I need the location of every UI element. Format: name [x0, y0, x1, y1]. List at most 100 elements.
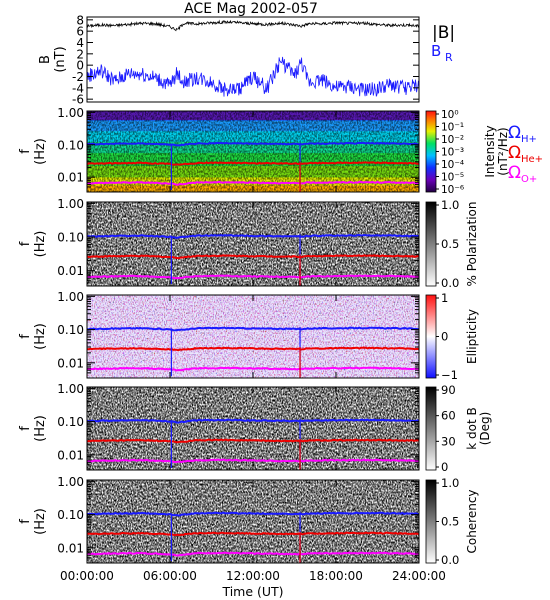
y-tick-label: 0.01: [57, 264, 84, 278]
legend-omega-sub: H+: [521, 134, 537, 145]
colorbar-tick-label: 10⁻²: [441, 134, 464, 146]
colorbar-tick-label: 10⁻⁵: [441, 172, 464, 184]
colorbar-tick-label: 10⁻¹: [441, 122, 464, 134]
y-tick-label: 8: [76, 13, 84, 27]
colorbar-tick-label: 30: [441, 434, 456, 448]
y-tick-label: 0.10: [57, 231, 84, 245]
colorbar-polarization: [425, 201, 437, 287]
y-tick-label: 0.10: [57, 508, 84, 522]
y-tick-label: 1.00: [57, 382, 84, 396]
colorbar-label-polarization: % Polarization: [465, 202, 479, 287]
x-tick-label: 06:00:00: [143, 569, 197, 583]
gyro-line-oplus: [86, 274, 420, 280]
colorbar-tick-label: 0.0: [441, 553, 459, 567]
legend-omega-sub: He+: [521, 154, 543, 165]
colorbar-tick-label: 0: [441, 460, 448, 474]
legend-b-radial: B: [431, 42, 441, 60]
colorbar-tick-label: 1.0: [441, 198, 459, 212]
y-tick-label: 0.10: [57, 415, 84, 429]
gyro-line-hplus: [86, 141, 419, 147]
colorbar-label-coherency: Coherency: [465, 489, 479, 553]
y-tick-label: 1.00: [57, 106, 84, 120]
y-tick-label: 1.00: [57, 475, 84, 489]
colorbar-tick-label: 0.5: [441, 515, 459, 529]
y-tick-label: -2: [72, 70, 84, 84]
gyro-line-heplus: [86, 161, 420, 166]
y-tick-label: 2: [76, 47, 84, 61]
colorbar-tick-label: 10⁰: [441, 109, 459, 121]
y-tick-label: 0.10: [57, 138, 84, 152]
legend-omega-sub: O+: [521, 174, 537, 185]
y-axis-label-polarization: f(Hz): [18, 231, 48, 258]
colorbar-tick-label: 0: [441, 330, 448, 344]
legend-b-total: |B|: [432, 23, 455, 43]
overlay: Ω H+Ω He+Ω O+00:00:00 06:00:00 12:00:00 18:00:…: [60, 123, 543, 599]
colorbar-tick-label: 10⁻³: [441, 147, 464, 159]
y-tick-label: -4: [72, 81, 84, 95]
y-axis-label-intensity: f(Hz): [18, 138, 48, 165]
gyro-line-heplus: [86, 438, 420, 444]
gyro-line-hplus: [87, 511, 420, 517]
colorbar-label-intensity: Intensity(nT²/Hz): [483, 125, 510, 177]
figure-title: ACE Mag 2002-057: [184, 1, 318, 17]
y-tick-label: 0.01: [57, 541, 84, 555]
y-tick-label: 0.01: [57, 356, 84, 370]
gyro-line-hplus: [86, 233, 420, 240]
panel-kdotb: [86, 387, 420, 470]
gyro-line-hplus: [86, 326, 420, 332]
colorbar-tick-label: −1: [441, 368, 458, 382]
y-tick-label: 0: [76, 59, 84, 73]
y-tick-label: 4: [76, 36, 84, 50]
y-tick-label: 6: [76, 25, 84, 39]
gyro-line-oplus: [86, 458, 420, 464]
spectrogram-texture: [87, 480, 419, 563]
spectrogram-texture: [87, 202, 419, 286]
y-axis-label-coherency: f(Hz): [18, 508, 48, 535]
colorbar-tick-label: 0.5: [441, 237, 459, 251]
panel-polarization: [86, 202, 420, 286]
y-tick-label: -6: [72, 93, 84, 107]
colorbar-tick-label: 90: [441, 383, 456, 397]
panel-frame-b: [86, 16, 420, 103]
y-tick-label: 0.01: [57, 448, 84, 462]
gyro-line-oplus: [86, 180, 420, 186]
y-axis-label-kdotb: f(Hz): [18, 415, 48, 442]
y-tick-label: 0.01: [57, 171, 84, 185]
spectrogram-texture: [87, 111, 419, 192]
panel-ellipticity: [86, 295, 420, 378]
colorbar-tick-label: 1: [441, 291, 448, 305]
panel-coherency: [87, 480, 420, 563]
legend-omega-heplus: Ω: [508, 143, 521, 163]
legend-b-radial-sub: R: [445, 51, 453, 64]
y-axis-label-b: B(nT): [38, 46, 68, 72]
colorbar-label-kdotb: k dot B(Deg): [465, 407, 492, 449]
series-line-b-total: [86, 19, 419, 32]
y-tick-label: 1.00: [57, 197, 84, 211]
gyro-line-oplus: [87, 551, 420, 557]
y-tick-label: 1.00: [57, 290, 84, 304]
colorbar-intensity: [425, 110, 437, 193]
panel-intensity: [86, 111, 420, 193]
x-axis-label: Time (UT): [221, 584, 283, 599]
colorbar-tick-label: 1.0: [441, 476, 459, 490]
x-tick-label: 12:00:00: [226, 569, 280, 583]
colorbar-coherency: [425, 479, 437, 564]
x-tick-label: 18:00:00: [309, 569, 363, 583]
gyro-line-heplus: [86, 254, 420, 260]
y-axis-label-ellipticity: f(Hz): [18, 323, 48, 350]
colorbar-ellipticity: [425, 294, 437, 379]
gyro-line-oplus: [87, 366, 420, 372]
spectrogram-texture: [87, 295, 419, 378]
colorbar-tick-label: 10⁻⁶: [441, 184, 464, 196]
colorbar-tick-label: 0.0: [441, 276, 459, 290]
legend-omega-hplus: Ω: [508, 123, 521, 143]
colorbar-tick-label: 60: [441, 409, 456, 423]
gyro-line-hplus: [86, 418, 420, 424]
spectrogram-texture: [87, 387, 419, 470]
gyro-line-heplus: [87, 531, 420, 537]
x-tick-label: 24:00:00: [392, 569, 446, 583]
gyro-line-heplus: [86, 346, 420, 352]
y-tick-label: 0.10: [57, 323, 84, 337]
